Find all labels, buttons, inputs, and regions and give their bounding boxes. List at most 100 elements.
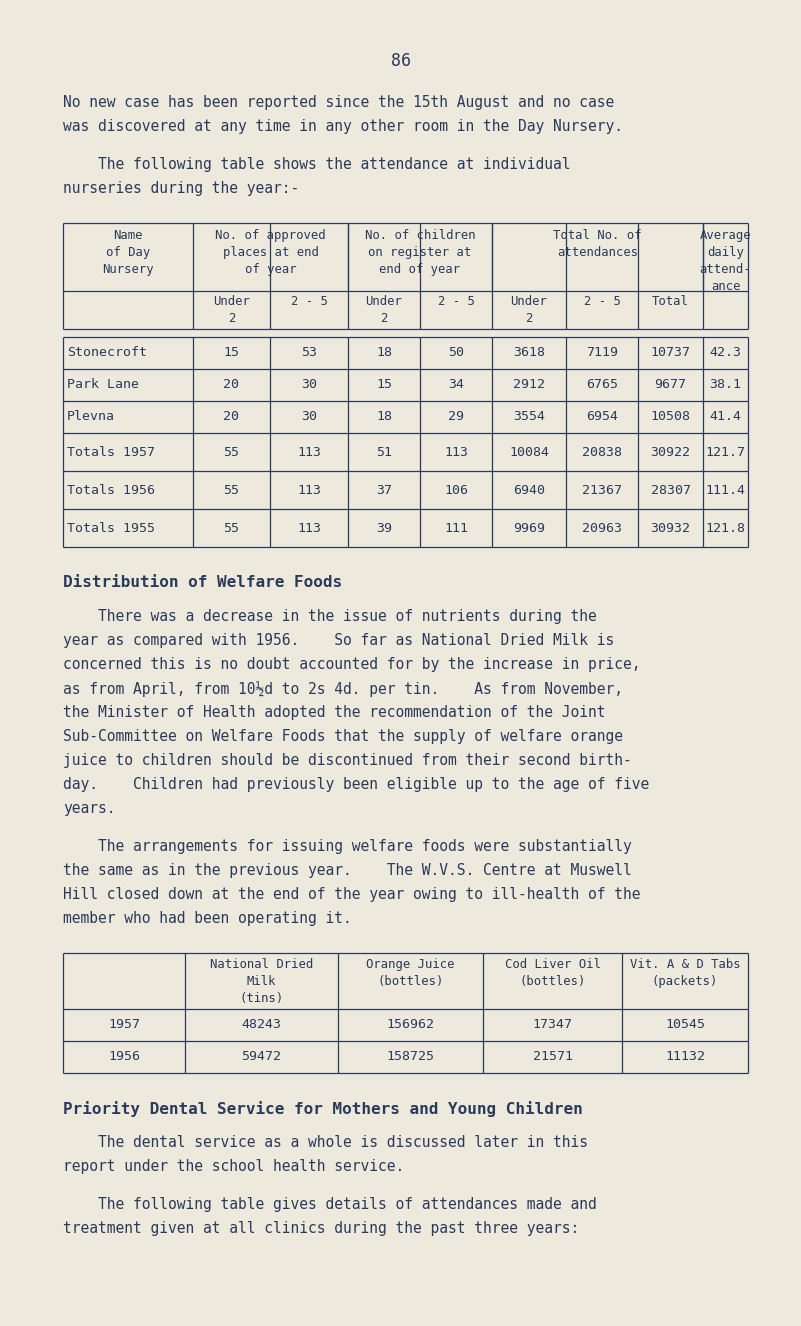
Text: 29: 29 (448, 411, 464, 423)
Text: 113: 113 (444, 446, 468, 459)
Text: Totals 1955: Totals 1955 (67, 521, 155, 534)
Text: 20963: 20963 (582, 521, 622, 534)
Text: No. of approved
places at end
of year: No. of approved places at end of year (215, 229, 326, 276)
Text: 42.3: 42.3 (710, 346, 742, 359)
Text: member who had been operating it.: member who had been operating it. (63, 911, 352, 926)
Text: as from April, from 10½d to 2s 4d. per tin.    As from November,: as from April, from 10½d to 2s 4d. per t… (63, 682, 623, 696)
Text: 48243: 48243 (241, 1018, 281, 1032)
Text: 18: 18 (376, 346, 392, 359)
Text: Vit. A & D Tabs
(packets): Vit. A & D Tabs (packets) (630, 957, 740, 988)
Text: year as compared with 1956.    So far as National Dried Milk is: year as compared with 1956. So far as Na… (63, 633, 614, 648)
Text: No. of children
on register at
end of year: No. of children on register at end of ye… (364, 229, 475, 276)
Text: 2 - 5: 2 - 5 (437, 294, 474, 308)
Text: 10508: 10508 (650, 411, 690, 423)
Text: Cod Liver Oil
(bottles): Cod Liver Oil (bottles) (505, 957, 601, 988)
Text: 50: 50 (448, 346, 464, 359)
Text: 3554: 3554 (513, 411, 545, 423)
Text: 9677: 9677 (654, 378, 686, 391)
Text: 2 - 5: 2 - 5 (584, 294, 621, 308)
Text: Hill closed down at the end of the year owing to ill-health of the: Hill closed down at the end of the year … (63, 887, 641, 902)
Text: 6765: 6765 (586, 378, 618, 391)
Text: 55: 55 (223, 521, 239, 534)
Text: Priority Dental Service for Mothers and Young Children: Priority Dental Service for Mothers and … (63, 1101, 583, 1116)
Text: 7119: 7119 (586, 346, 618, 359)
Text: 121.7: 121.7 (706, 446, 746, 459)
Text: Stonecroft: Stonecroft (67, 346, 147, 359)
Text: Sub-Committee on Welfare Foods that the supply of welfare orange: Sub-Committee on Welfare Foods that the … (63, 729, 623, 744)
Text: 11132: 11132 (665, 1050, 705, 1063)
Text: 106: 106 (444, 484, 468, 496)
Text: was discovered at any time in any other room in the Day Nursery.: was discovered at any time in any other … (63, 119, 623, 134)
Text: 18: 18 (376, 411, 392, 423)
Text: 30932: 30932 (650, 521, 690, 534)
Text: 6940: 6940 (513, 484, 545, 496)
Text: 17347: 17347 (533, 1018, 573, 1032)
Text: 113: 113 (297, 446, 321, 459)
Text: Totals 1956: Totals 1956 (67, 484, 155, 496)
Text: 30: 30 (301, 411, 317, 423)
Text: 20: 20 (223, 411, 239, 423)
Text: years.: years. (63, 801, 115, 815)
Text: 9969: 9969 (513, 521, 545, 534)
Text: 156962: 156962 (387, 1018, 434, 1032)
Text: The dental service as a whole is discussed later in this: The dental service as a whole is discuss… (63, 1135, 588, 1150)
Text: 1956: 1956 (108, 1050, 140, 1063)
Text: 21571: 21571 (533, 1050, 573, 1063)
Text: Total No. of
attendances: Total No. of attendances (553, 229, 642, 259)
Text: 59472: 59472 (241, 1050, 281, 1063)
Text: 86: 86 (391, 52, 410, 70)
Text: Under
2: Under 2 (510, 294, 547, 325)
Text: 2 - 5: 2 - 5 (291, 294, 328, 308)
Text: 53: 53 (301, 346, 317, 359)
Text: No new case has been reported since the 15th August and no case: No new case has been reported since the … (63, 95, 614, 110)
Text: 2912: 2912 (513, 378, 545, 391)
Text: 30922: 30922 (650, 446, 690, 459)
Text: 21367: 21367 (582, 484, 622, 496)
Text: 121.8: 121.8 (706, 521, 746, 534)
Text: 6954: 6954 (586, 411, 618, 423)
Text: The following table shows the attendance at individual: The following table shows the attendance… (63, 156, 570, 172)
Text: 113: 113 (297, 521, 321, 534)
Text: Name
of Day
Nursery: Name of Day Nursery (103, 229, 154, 276)
Text: 15: 15 (376, 378, 392, 391)
Text: 111: 111 (444, 521, 468, 534)
Text: The arrangements for issuing welfare foods were substantially: The arrangements for issuing welfare foo… (63, 839, 632, 854)
Text: 15: 15 (223, 346, 239, 359)
Text: report under the school health service.: report under the school health service. (63, 1159, 405, 1174)
Text: Park Lane: Park Lane (67, 378, 139, 391)
Text: concerned this is no doubt accounted for by the increase in price,: concerned this is no doubt accounted for… (63, 656, 641, 672)
Text: 37: 37 (376, 484, 392, 496)
Text: nurseries during the year:-: nurseries during the year:- (63, 182, 300, 196)
Text: juice to children should be discontinued from their second birth-: juice to children should be discontinued… (63, 753, 632, 768)
Text: the same as in the previous year.    The W.V.S. Centre at Muswell: the same as in the previous year. The W.… (63, 863, 632, 878)
Text: 28307: 28307 (650, 484, 690, 496)
Text: Orange Juice
(bottles): Orange Juice (bottles) (366, 957, 455, 988)
Text: Plevna: Plevna (67, 411, 115, 423)
Text: 51: 51 (376, 446, 392, 459)
Text: 10545: 10545 (665, 1018, 705, 1032)
Text: 34: 34 (448, 378, 464, 391)
Text: 158725: 158725 (387, 1050, 434, 1063)
Text: 30: 30 (301, 378, 317, 391)
Text: 39: 39 (376, 521, 392, 534)
Text: National Dried
Milk
(tins): National Dried Milk (tins) (210, 957, 313, 1005)
Text: 3618: 3618 (513, 346, 545, 359)
Text: day.    Children had previously been eligible up to the age of five: day. Children had previously been eligib… (63, 777, 650, 792)
Text: 38.1: 38.1 (710, 378, 742, 391)
Text: 20838: 20838 (582, 446, 622, 459)
Text: 10737: 10737 (650, 346, 690, 359)
Text: 111.4: 111.4 (706, 484, 746, 496)
Text: 10084: 10084 (509, 446, 549, 459)
Text: the Minister of Health adopted the recommendation of the Joint: the Minister of Health adopted the recom… (63, 705, 606, 720)
Text: 113: 113 (297, 484, 321, 496)
Text: 20: 20 (223, 378, 239, 391)
Text: Under
2: Under 2 (365, 294, 402, 325)
Text: Total: Total (652, 294, 689, 308)
Text: Distribution of Welfare Foods: Distribution of Welfare Foods (63, 575, 342, 590)
Text: There was a decrease in the issue of nutrients during the: There was a decrease in the issue of nut… (63, 609, 597, 625)
Text: 55: 55 (223, 446, 239, 459)
Text: 1957: 1957 (108, 1018, 140, 1032)
Text: The following table gives details of attendances made and: The following table gives details of att… (63, 1197, 597, 1212)
Text: Totals 1957: Totals 1957 (67, 446, 155, 459)
Text: Under
2: Under 2 (213, 294, 250, 325)
